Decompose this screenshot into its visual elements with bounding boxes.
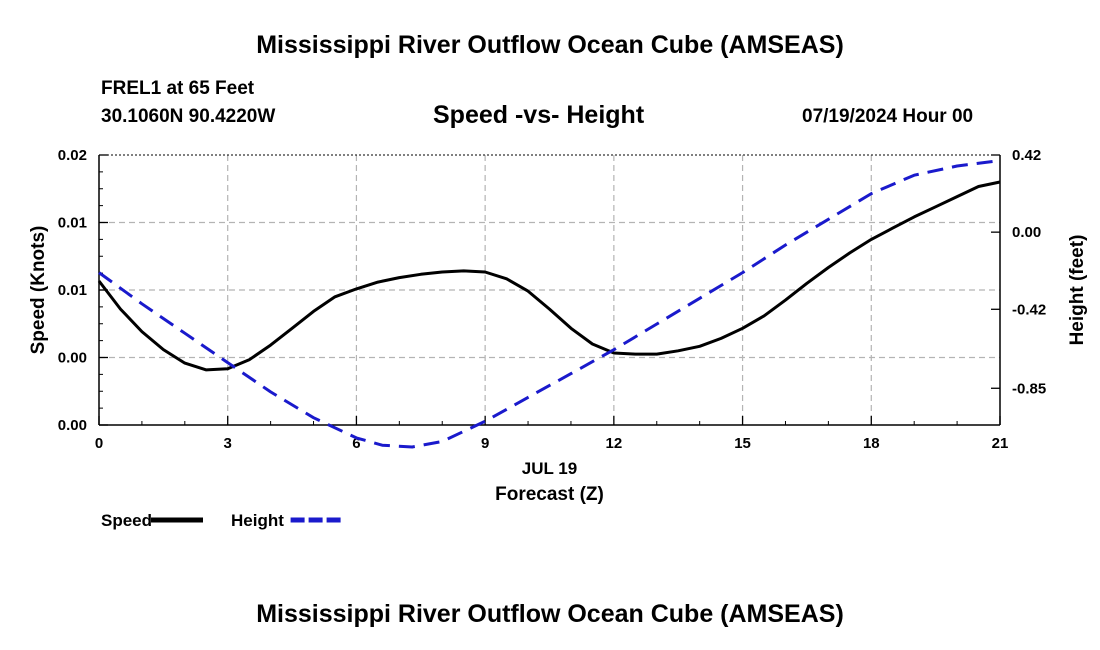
coordinates-label: 30.1060N 90.4220W bbox=[101, 106, 276, 127]
y-tick-label: 0.00 bbox=[58, 350, 87, 367]
y-axis-label: Speed (Knots) bbox=[28, 226, 49, 355]
y-right-tick-label: 0.42 bbox=[1012, 147, 1041, 164]
x-tick-label: 12 bbox=[606, 435, 623, 452]
y-right-tick-label: -0.42 bbox=[1012, 301, 1046, 318]
legend-label-speed: Speed bbox=[101, 511, 152, 530]
y-tick-label: 0.01 bbox=[58, 215, 87, 232]
legend-label-height: Height bbox=[231, 511, 284, 530]
y-right-tick-label: 0.00 bbox=[1012, 224, 1041, 241]
y-tick-label: 0.00 bbox=[58, 417, 87, 434]
y-axis-label-right: Height (feet) bbox=[1067, 235, 1088, 346]
series-line-height bbox=[98, 159, 1001, 449]
x-tick-label: 9 bbox=[481, 435, 489, 452]
x-tick-label: 18 bbox=[863, 435, 880, 452]
y-tick-label: 0.02 bbox=[58, 147, 87, 164]
x-axis-date-label: JUL 19 bbox=[522, 459, 577, 478]
x-axis-label: Forecast (Z) bbox=[495, 484, 604, 505]
series-line-speed bbox=[97, 180, 1001, 372]
chart-subtitle: Speed -vs- Height bbox=[433, 101, 645, 129]
station-label: FREL1 at 65 Feet bbox=[101, 78, 255, 99]
chart-main-title: Mississippi River Outflow Ocean Cube (AM… bbox=[256, 31, 844, 59]
x-tick-label: 3 bbox=[224, 435, 232, 452]
footer-title: Mississippi River Outflow Ocean Cube (AM… bbox=[256, 600, 844, 628]
y-right-tick-label: -0.85 bbox=[1012, 380, 1046, 397]
forecast-date: 07/19/2024 Hour 00 bbox=[802, 106, 974, 127]
x-tick-label: 21 bbox=[992, 435, 1009, 452]
x-tick-label: 0 bbox=[95, 435, 103, 452]
x-tick-label: 15 bbox=[734, 435, 751, 452]
y-tick-label: 0.01 bbox=[58, 282, 87, 299]
x-tick-label: 6 bbox=[352, 435, 360, 452]
